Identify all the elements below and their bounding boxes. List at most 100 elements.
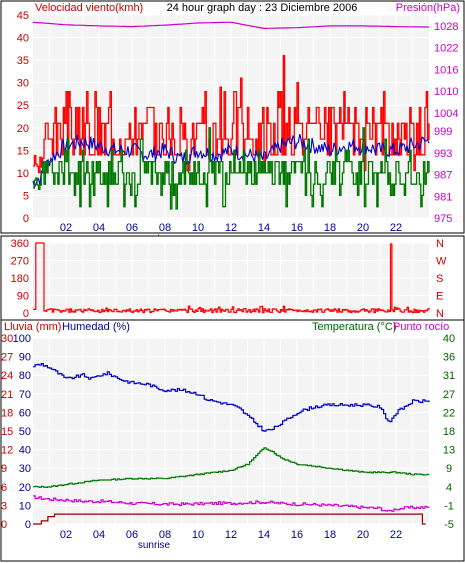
temperature-tick-label: 13 <box>443 445 455 457</box>
humidity-tick-label: 20 <box>19 482 31 494</box>
wind-direction-degree-tick: 90 <box>17 291 29 303</box>
temperature-ticks: -5 -1 4 9 13 18 22 27 31 36 40 <box>443 333 455 531</box>
temperature-axis-label: Temperatura (°C) <box>312 321 396 333</box>
rain-tick-label: 12 <box>1 445 13 457</box>
temperature-tick-label: -1 <box>444 500 454 512</box>
wind-speed-tick-label: 35 <box>17 55 29 67</box>
hour-tick-label: 14 <box>258 529 270 541</box>
wind-direction-compass-tick: S <box>436 273 443 285</box>
rain-tick-label: 24 <box>1 370 13 382</box>
chart-title: 24 hour graph day : 23 Diciembre 2006 <box>167 2 358 14</box>
rain-tick-label: 21 <box>1 389 13 401</box>
pressure-tick-label: 975 <box>434 213 452 225</box>
temperature-tick-label: 27 <box>443 389 455 401</box>
wind-pressure-panel: Velocidad viento(kmh) 24 hour graph day … <box>0 0 465 245</box>
rain-humidity-temperature-grid <box>33 337 429 525</box>
rain-tick-label: 30 <box>1 333 13 345</box>
hour-tick-label: 22 <box>390 222 402 234</box>
wind-min-line <box>33 127 430 210</box>
rain-tick-label: 9 <box>1 463 7 475</box>
wind-direction-series <box>33 242 430 314</box>
hour-tick-label: 02 <box>60 529 72 541</box>
humidity-axis-label: Humedad (%) <box>62 321 130 333</box>
rain-tick-label: 6 <box>1 482 7 494</box>
humidity-tick-label: 30 <box>19 463 31 475</box>
humidity-tick-label: 100 <box>13 333 31 345</box>
wind-direction-compass-tick: N <box>436 238 444 250</box>
pressure-ticks: 975 981 987 993 999 1004 1010 1016 1022 1028 <box>434 21 458 225</box>
temperature-tick-label: 31 <box>443 370 455 382</box>
humidity-tick-label: 50 <box>19 426 31 438</box>
wind-speed-tick-label: 25 <box>17 100 29 112</box>
pressure-tick-label: 1010 <box>434 86 458 98</box>
dewpoint-axis-label: Punto rocío <box>393 321 449 333</box>
wind-direction-compass-tick: W <box>436 256 447 268</box>
wind-direction-compass-tick: E <box>436 291 443 303</box>
hour-tick-label: 20 <box>357 222 369 234</box>
wind-speed-tick-label: 0 <box>23 213 29 225</box>
hour-tick-label: 06 <box>126 529 138 541</box>
temperature-tick-label: 18 <box>443 426 455 438</box>
humidity-tick-label: 70 <box>19 389 31 401</box>
hour-tick-label: 16 <box>291 529 303 541</box>
rain-humidity-temperature-series <box>33 363 430 525</box>
humidity-tick-label: 40 <box>19 445 31 457</box>
rain-tick-label: 0 <box>1 519 7 531</box>
rain-tick-label: 18 <box>1 407 13 419</box>
temperature-tick-label: 9 <box>446 463 452 475</box>
rain-tick-label: 3 <box>1 500 7 512</box>
pressure-tick-label: 981 <box>434 191 452 203</box>
humidity-tick-label: 60 <box>19 407 31 419</box>
wind-direction-degree-tick: 180 <box>11 273 29 285</box>
pressure-tick-label: 1028 <box>434 21 458 33</box>
temperature-tick-label: 36 <box>443 352 455 364</box>
hour-tick-label: 12 <box>225 529 237 541</box>
rain-axis-label: Lluvia (mm) <box>4 321 61 333</box>
pressure-tick-label: 993 <box>434 148 452 160</box>
humidity-tick-label: 90 <box>19 352 31 364</box>
humidity-tick-label: 10 <box>19 500 31 512</box>
wind-direction-degree-tick: 0 <box>23 308 29 320</box>
hour-tick-label: 18 <box>324 222 336 234</box>
wind-direction-compass-tick: N <box>436 308 444 320</box>
temperature-tick-label: 4 <box>446 482 452 494</box>
temperature-tick-label: -5 <box>444 519 454 531</box>
hour-tick-label: 02 <box>60 222 72 234</box>
wind-pressure-series <box>32 21 430 210</box>
temperature-tick-label: 40 <box>443 333 455 345</box>
hour-tick-label: 14 <box>258 222 270 234</box>
pressure-line <box>32 21 429 30</box>
pressure-tick-label: 999 <box>434 126 452 138</box>
wind-speed-ticks: 0 5 10 15 20 25 30 35 40 45 <box>17 10 29 225</box>
humidity-line <box>33 363 430 432</box>
temperature-line <box>33 447 430 488</box>
temperature-tick-label: 22 <box>443 407 455 419</box>
hour-tick-label: 04 <box>93 222 105 234</box>
hour-tick-label: 06 <box>126 222 138 234</box>
rain-tick-label: 15 <box>1 426 13 438</box>
hour-tick-label: 20 <box>357 529 369 541</box>
humidity-tick-label: 80 <box>19 370 31 382</box>
dewpoint-line <box>33 495 430 512</box>
rain-humidity-temperature-panel: Lluvia (mm) Humedad (%) Temperatura (°C)… <box>0 319 465 562</box>
hour-tick-label: 22 <box>390 529 402 541</box>
wind-direction-line <box>33 242 430 314</box>
pressure-tick-label: 1016 <box>434 64 458 76</box>
hour-tick-label: 04 <box>93 529 105 541</box>
rain-tick-label: 27 <box>1 352 13 364</box>
hour-ticks-top: 02 04 06 08 10 12 14 16 18 20 22 <box>60 222 402 234</box>
rain-line <box>33 513 426 525</box>
pressure-tick-label: 1022 <box>434 43 458 55</box>
hour-tick-label: 08 <box>159 529 171 541</box>
hour-tick-label: 10 <box>192 529 204 541</box>
wind-direction-degree-ticks: 0 90 180 270 360 <box>11 238 29 320</box>
pressure-axis-label: Presión(hPa) <box>396 2 460 14</box>
pressure-tick-label: 987 <box>434 170 452 182</box>
wind-speed-tick-label: 20 <box>17 123 29 135</box>
hour-tick-label: 08 <box>159 222 171 234</box>
wind-speed-tick-label: 40 <box>17 33 29 45</box>
